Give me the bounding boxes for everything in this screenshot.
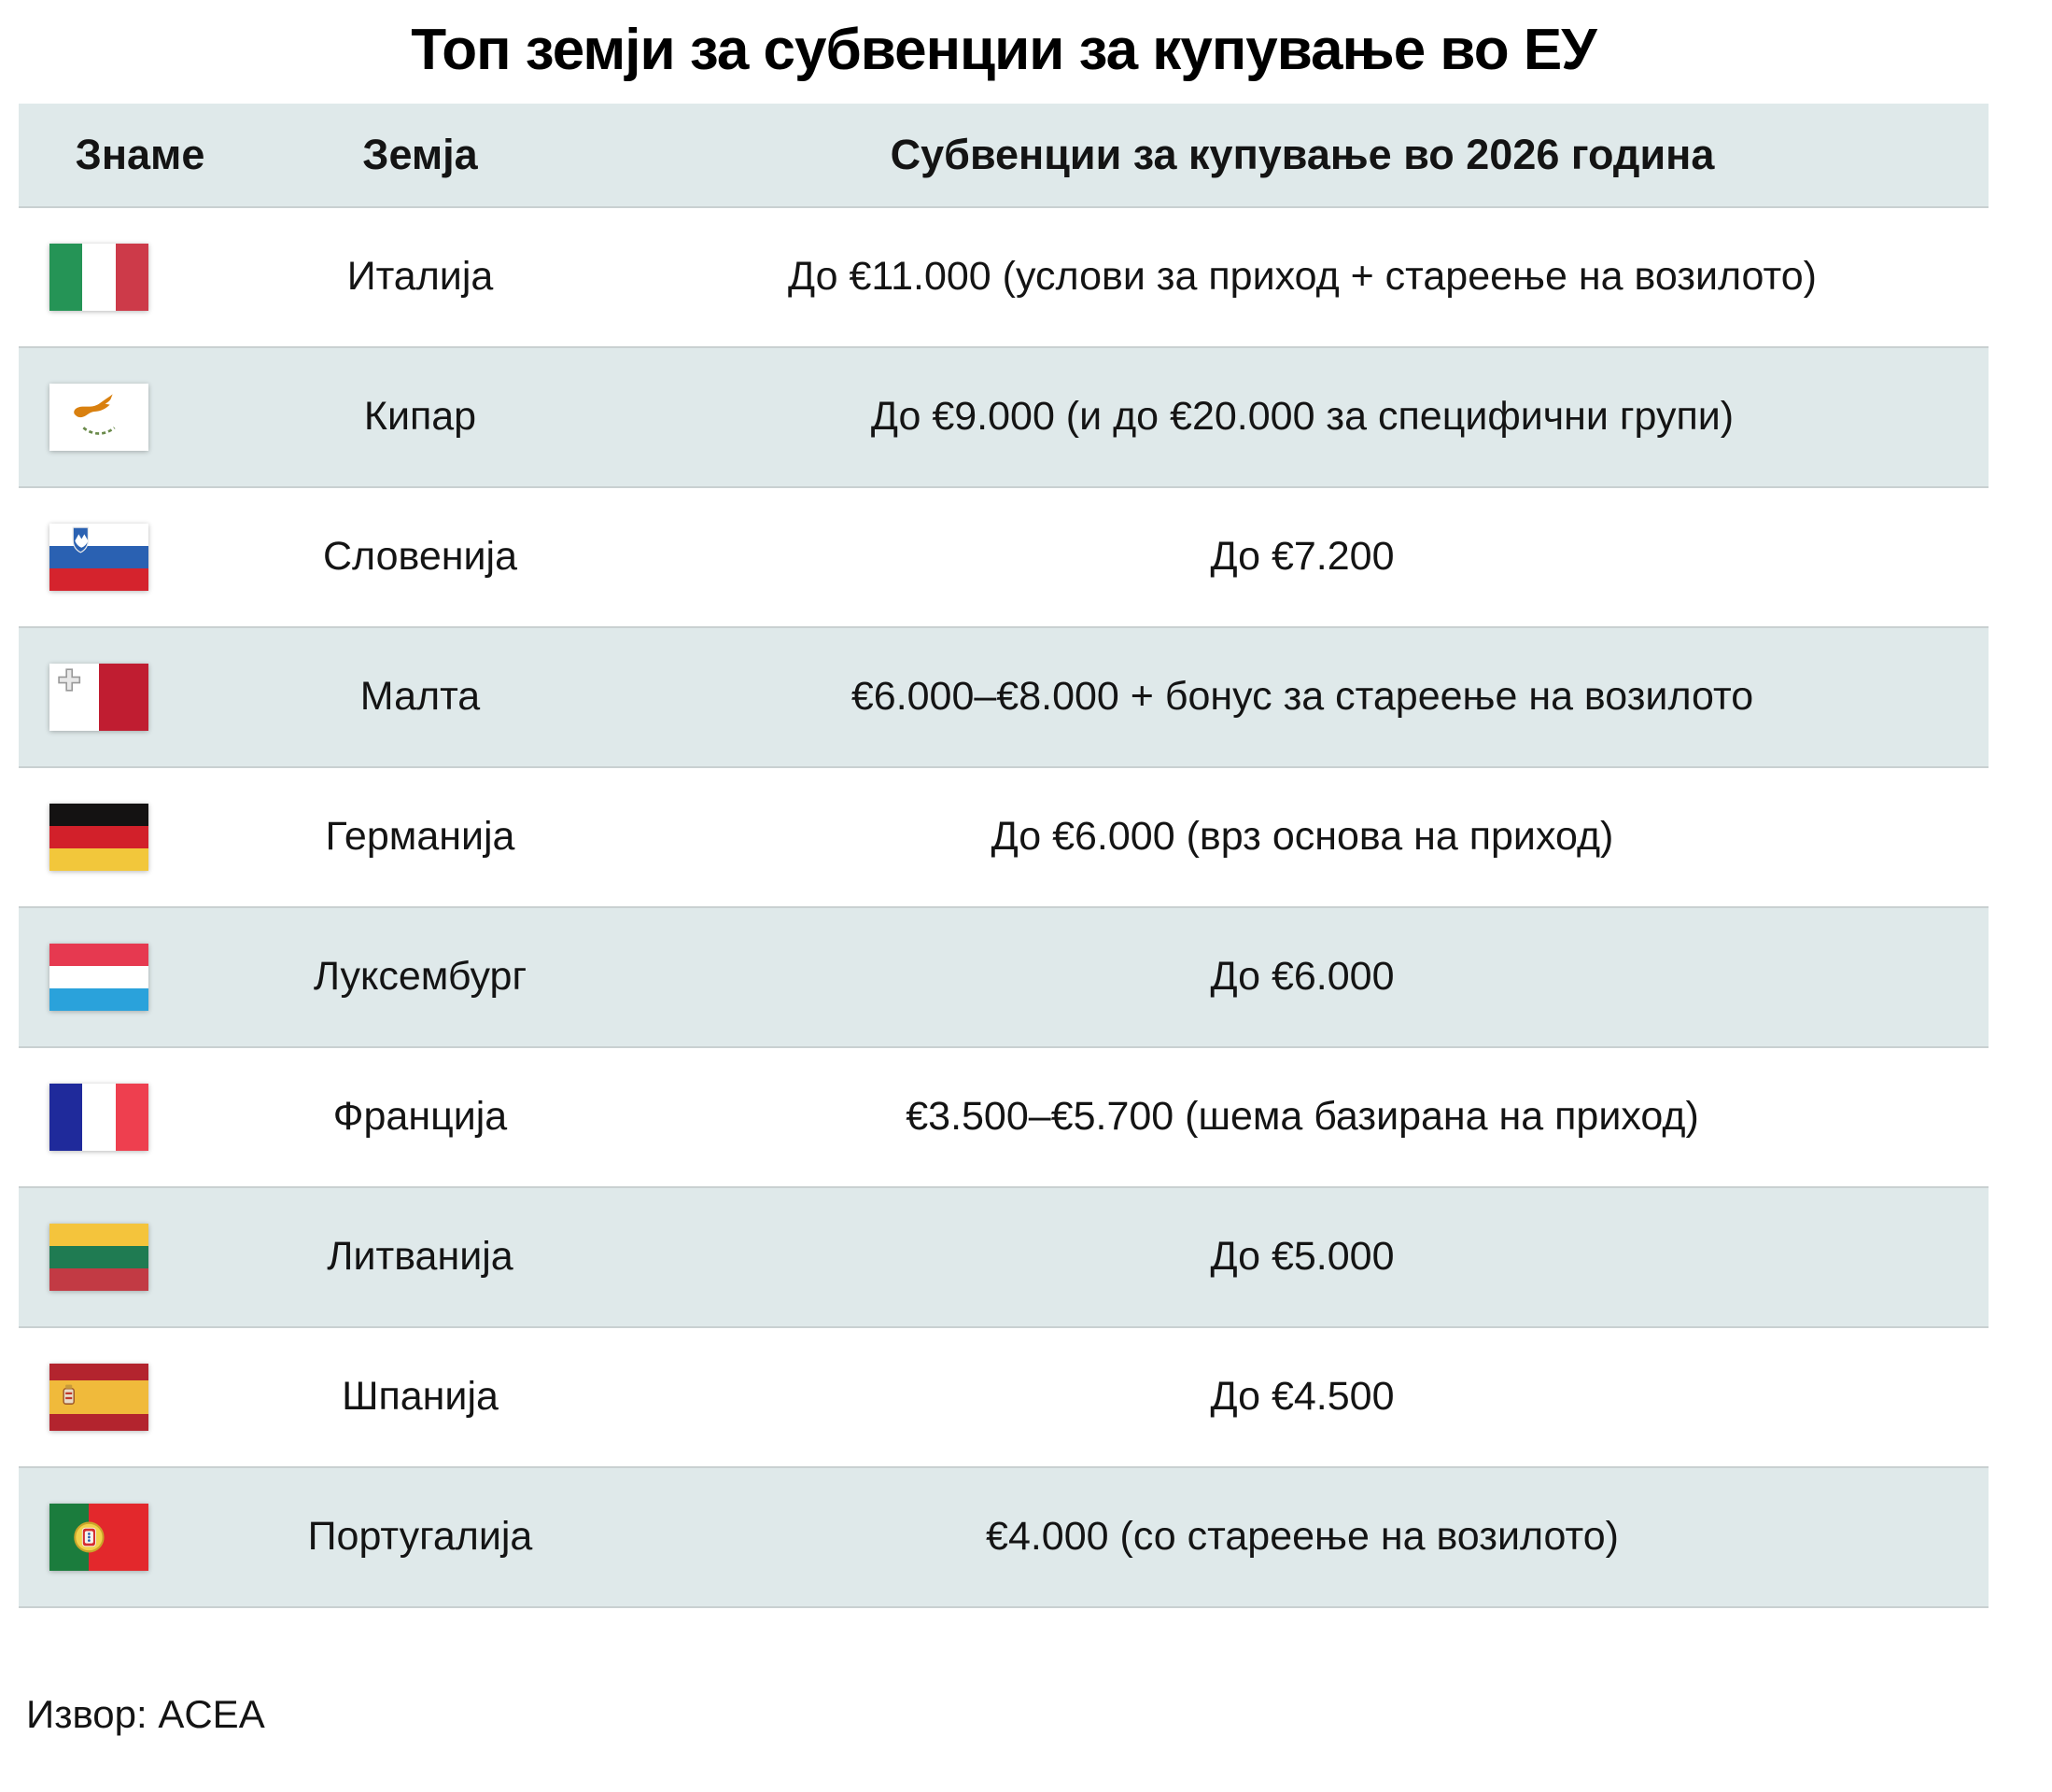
flag-cell xyxy=(19,1468,261,1606)
table-row: Италија До €11.000 (услови за приход + ст… xyxy=(19,206,1989,346)
table-row: Германија До €6.000 (врз основа на приход… xyxy=(19,766,1989,906)
subsidies-table: Знаме Земја Субвенции за купување во 202… xyxy=(19,104,1989,1608)
flag-cell xyxy=(19,1328,261,1466)
table-row: Франција €3.500–€5.700 (шема базирана на … xyxy=(19,1046,1989,1186)
flag-cyprus-icon xyxy=(49,384,148,451)
table-row: Португалија €4.000 (со стареење на возило… xyxy=(19,1466,1989,1606)
column-header-subsidy: Субвенции за купување во 2026 година xyxy=(890,131,1715,179)
flag-germany-icon xyxy=(49,804,148,871)
flag-lithuania-icon xyxy=(49,1224,148,1291)
table-row: Шпанија До €4.500 xyxy=(19,1326,1989,1466)
table-row: Кипар До €9.000 (и до €20.000 за специфич… xyxy=(19,346,1989,486)
subsidy-cell: До €6.000 xyxy=(1210,954,1395,1000)
flag-spain-icon xyxy=(49,1364,148,1431)
subsidy-cell: До €11.000 (услови за приход + стареење … xyxy=(788,254,1817,300)
country-cell: Португалија xyxy=(307,1514,533,1560)
flag-cell xyxy=(19,1188,261,1326)
flag-cell xyxy=(19,908,261,1046)
flag-cell xyxy=(19,628,261,766)
table-row: Малта €6.000–€8.000 + бонус за стареење н… xyxy=(19,626,1989,766)
country-cell: Германија xyxy=(325,814,515,860)
subsidy-cell: €3.500–€5.700 (шема базирана на приход) xyxy=(906,1094,1699,1140)
subsidy-cell: До €7.200 xyxy=(1210,534,1395,580)
flag-cell xyxy=(19,208,261,346)
flag-italy-icon xyxy=(49,244,148,311)
country-cell: Литванија xyxy=(327,1234,513,1280)
flag-cell xyxy=(19,768,261,906)
flag-france-icon xyxy=(49,1084,148,1151)
country-cell: Шпанија xyxy=(342,1374,499,1420)
subsidy-cell: €4.000 (со стареење на возилото) xyxy=(986,1514,1619,1560)
subsidy-cell: До €6.000 (врз основа на приход) xyxy=(991,814,1614,860)
ev-subsidies-infographic: Топ земји за субвенции за купување во ЕУ… xyxy=(19,18,1989,1736)
subsidy-cell: До €9.000 (и до €20.000 за специфични гр… xyxy=(870,394,1735,440)
table-row: Луксембург До €6.000 xyxy=(19,906,1989,1046)
subsidy-cell: До €5.000 xyxy=(1210,1234,1395,1280)
country-cell: Луксембург xyxy=(313,954,527,1000)
country-cell: Кипар xyxy=(363,394,477,440)
page-title: Топ земји за субвенции за купување во ЕУ xyxy=(411,18,1597,82)
column-header-country: Земја xyxy=(362,131,478,179)
table-header-row: Знаме Земја Субвенции за купување во 202… xyxy=(19,104,1989,206)
country-cell: Словенија xyxy=(322,534,518,580)
column-header-flag: Знаме xyxy=(75,131,205,179)
flag-slovenia-icon xyxy=(49,524,148,591)
subsidy-cell: До €4.500 xyxy=(1210,1374,1395,1420)
flag-malta-icon xyxy=(49,664,148,731)
flag-cell xyxy=(19,488,261,626)
flag-cell xyxy=(19,1048,261,1186)
country-cell: Италија xyxy=(346,254,494,300)
table-row: Словенија До €7.200 xyxy=(19,486,1989,626)
flag-luxembourg-icon xyxy=(49,944,148,1011)
flag-portugal-icon xyxy=(49,1504,148,1571)
subsidy-cell: €6.000–€8.000 + бонус за стареење на воз… xyxy=(850,674,1754,720)
country-cell: Франција xyxy=(332,1094,508,1140)
source-caption: Извор: ACEA xyxy=(26,1692,265,1736)
flag-cell xyxy=(19,348,261,486)
table-row: Литванија До €5.000 xyxy=(19,1186,1989,1326)
country-cell: Малта xyxy=(359,674,481,720)
table-body: Италија До €11.000 (услови за приход + ст… xyxy=(19,206,1989,1606)
